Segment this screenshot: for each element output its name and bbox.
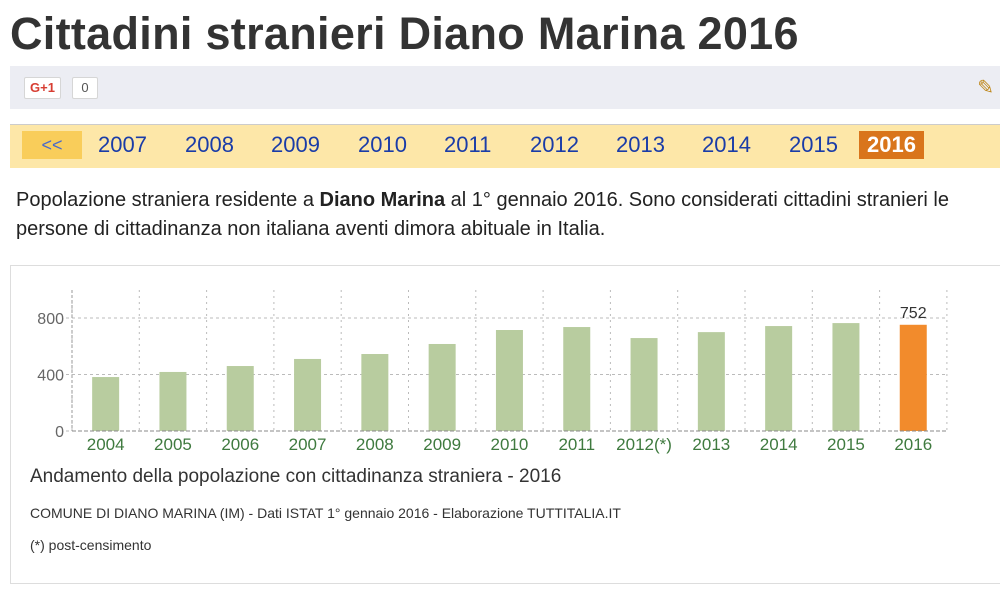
x-tick-label: 2009 [423, 435, 461, 454]
description-text: Popolazione straniera residente a [16, 189, 320, 211]
social-bar: G+1 0 ✎ [10, 66, 1000, 109]
gplus-count: 0 [72, 77, 98, 99]
year-navigation: << 2007 2008 2009 2010 2011 2012 2013 20… [10, 124, 1000, 168]
data-label: 752 [900, 305, 927, 322]
chart-title: Andamento della popolazione con cittadin… [30, 466, 562, 487]
bar [159, 371, 187, 431]
year-link[interactable]: 2015 [789, 132, 838, 157]
x-tick-label: 2007 [289, 435, 327, 454]
year-link[interactable]: 2009 [271, 132, 320, 157]
x-tick-label: 2004 [87, 435, 125, 454]
x-tick-label: 2014 [760, 435, 798, 454]
current-year: 2016 [859, 131, 924, 159]
y-tick-label: 800 [37, 311, 64, 328]
bar [765, 326, 793, 431]
y-tick-label: 0 [55, 424, 64, 441]
x-tick-label: 2005 [154, 435, 192, 454]
year-link[interactable]: 2012 [530, 132, 579, 157]
description-text: al 1° gennaio 2016. Sono considerati cit… [16, 189, 949, 240]
x-tick-label: 2016 [894, 435, 932, 454]
x-tick-label: 2011 [558, 435, 595, 454]
year-link[interactable]: 2008 [185, 132, 234, 157]
bar [697, 332, 725, 431]
year-link[interactable]: 2007 [98, 132, 147, 157]
x-tick-label: 2008 [356, 435, 394, 454]
year-link[interactable]: 2014 [702, 132, 751, 157]
chart-note: (*) post-censimento [30, 537, 152, 553]
chart-source: COMUNE DI DIANO MARINA (IM) - Dati ISTAT… [30, 505, 621, 521]
bar [899, 324, 927, 431]
bar [294, 358, 322, 431]
description: Popolazione straniera residente a Diano … [16, 186, 1000, 244]
x-tick-label: 2010 [491, 435, 529, 454]
year-link[interactable]: 2011 [444, 132, 492, 157]
bar [361, 354, 389, 431]
municipality-name: Diano Marina [319, 189, 446, 211]
bar [226, 366, 254, 431]
x-tick-label: 2015 [827, 435, 865, 454]
x-tick-label: 2012(*) [616, 435, 672, 454]
bar [92, 377, 120, 431]
bar [630, 338, 658, 431]
pencil-icon[interactable]: ✎ [977, 77, 994, 99]
prev-years-link[interactable]: << [22, 131, 82, 159]
bar [495, 330, 523, 431]
bar [832, 323, 860, 431]
page-title: Cittadini stranieri Diano Marina 2016 [10, 8, 799, 59]
y-tick-label: 400 [37, 368, 64, 385]
year-link[interactable]: 2010 [358, 132, 407, 157]
x-tick-label: 2013 [692, 435, 730, 454]
gplus-button[interactable]: G+1 [24, 77, 61, 99]
bar [563, 327, 591, 431]
year-link[interactable]: 2013 [616, 132, 665, 157]
x-tick-label: 2006 [221, 435, 259, 454]
bar [428, 343, 456, 431]
